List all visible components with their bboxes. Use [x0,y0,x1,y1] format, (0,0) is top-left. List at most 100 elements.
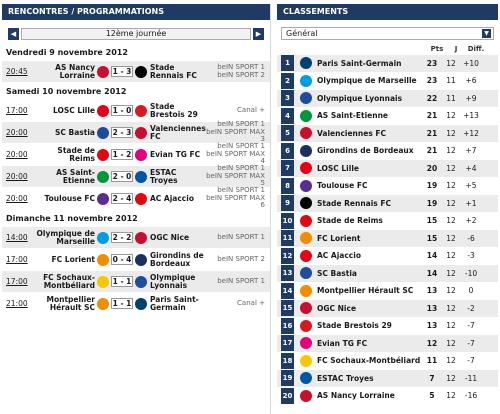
standings-row[interactable]: 11 FC Lorient 15 12 -6 [277,230,498,248]
prev-round-button[interactable]: ◀ [8,28,19,40]
team-name[interactable]: SC Bastia [317,268,357,278]
team-name[interactable]: Stade Rennais FC [317,198,391,208]
chevron-down-icon[interactable]: ▼ [482,29,491,38]
team-name[interactable]: AS Saint-Etienne [317,111,389,121]
score-value[interactable]: 2 - 2 [110,232,134,243]
team-name[interactable]: Valenciennes FC [317,128,387,138]
standings-row[interactable]: 9 Stade Rennais FC 19 12 +1 [277,195,498,213]
team-name[interactable]: Olympique de Marseille [317,76,417,86]
score-value[interactable]: 0 - 4 [110,254,134,265]
team-name[interactable]: FC Sochaux-Montbéliard [317,356,421,366]
match-row[interactable]: 17:00 LOSC Lille 1 - 0 Stade Brestois 29 Can… [2,100,270,122]
match-time[interactable]: 20:00 [6,172,28,181]
team-name[interactable]: AC Ajaccio [317,251,361,261]
standings-row[interactable]: 6 Girondins de Bordeaux 21 12 +7 [277,142,498,160]
standings-row[interactable]: 3 Olympique Lyonnais 22 11 +9 [277,90,498,108]
score-value[interactable]: 1 - 1 [110,276,134,287]
score-value[interactable]: 1 - 3 [110,66,134,77]
away-team[interactable]: ESTAC Troyes [150,167,178,185]
score-value[interactable]: 2 - 3 [110,127,134,138]
match-score[interactable]: 1 - 2 [109,149,135,160]
home-team[interactable]: Olympique de Marseille [36,228,95,246]
match-time[interactable]: 21:00 [6,299,28,308]
match-row[interactable]: 14:00 Olympique de Marseille 2 - 2 OGC Nice… [2,227,270,249]
away-team[interactable]: AC Ajaccio [150,193,194,203]
score-value[interactable]: 2 - 4 [110,193,134,204]
match-time[interactable]: 20:45 [6,67,28,76]
away-team[interactable]: Evian TG FC [150,149,201,159]
match-score[interactable]: 1 - 0 [109,105,135,116]
team-name[interactable]: Stade de Reims [317,216,383,226]
home-team[interactable]: SC Bastia [55,127,95,137]
match-score[interactable]: 2 - 3 [109,127,135,138]
standings-row[interactable]: 19 ESTAC Troyes 7 12 -11 [277,370,498,388]
team-name[interactable]: Girondins de Bordeaux [317,146,414,156]
team-name[interactable]: ESTAC Troyes [317,373,374,383]
match-row[interactable]: 21:00 Montpellier Hérault SC 1 - 1 Paris Sa… [2,293,270,315]
match-score[interactable]: 1 - 3 [109,66,135,77]
match-time[interactable]: 17:00 [6,277,28,286]
team-name[interactable]: Toulouse FC [317,181,368,191]
match-score[interactable]: 0 - 4 [109,254,135,265]
standings-row[interactable]: 14 Montpellier Hérault SC 13 12 0 [277,282,498,300]
next-round-button[interactable]: ▶ [253,28,264,40]
match-score[interactable]: 2 - 0 [109,171,135,182]
match-row[interactable]: 20:00 Stade de Reims 1 - 2 Evian TG FC beIN … [2,143,270,166]
home-team[interactable]: AS Saint-Etienne [56,167,95,185]
match-score[interactable]: 1 - 1 [109,298,135,309]
match-time[interactable]: 17:00 [6,106,28,115]
team-name[interactable]: Olympique Lyonnais [317,93,403,103]
standings-row[interactable]: 16 Stade Brestois 29 13 12 -7 [277,317,498,335]
match-time[interactable]: 14:00 [6,233,28,242]
standings-row[interactable]: 12 AC Ajaccio 14 12 -3 [277,247,498,265]
match-row[interactable]: 17:00 FC Lorient 0 - 4 Girondins de Bordeau… [2,249,270,271]
standings-row[interactable]: 18 FC Sochaux-Montbéliard 11 12 -7 [277,352,498,370]
match-score[interactable]: 2 - 2 [109,232,135,243]
score-value[interactable]: 1 - 1 [110,298,134,309]
match-time[interactable]: 17:00 [6,255,28,264]
away-team[interactable]: Valenciennes FC [150,123,206,141]
away-team[interactable]: OGC Nice [150,232,190,242]
score-value[interactable]: 1 - 2 [110,149,134,160]
match-score[interactable]: 2 - 4 [109,193,135,204]
away-team[interactable]: Stade Brestois 29 [150,101,198,119]
standings-row[interactable]: 1 Paris Saint-Germain 23 12 +10 [277,55,498,73]
standings-row[interactable]: 8 Toulouse FC 19 12 +5 [277,177,498,195]
standings-row[interactable]: 4 AS Saint-Etienne 21 12 +13 [277,107,498,125]
standings-row[interactable]: 2 Olympique de Marseille 23 11 +6 [277,72,498,90]
home-team[interactable]: Montpellier Hérault SC [46,294,96,312]
home-team[interactable]: FC Sochaux-Montbéliard [43,272,95,290]
match-time[interactable]: 20:00 [6,128,28,137]
match-score[interactable]: 1 - 1 [109,276,135,287]
standings-row[interactable]: 13 SC Bastia 14 12 -10 [277,265,498,283]
home-team[interactable]: FC Lorient [51,254,95,264]
standings-row[interactable]: 7 LOSC Lille 20 12 +4 [277,160,498,178]
team-name[interactable]: Evian TG FC [317,338,368,348]
match-row[interactable]: 20:00 AS Saint-Etienne 2 - 0 ESTAC Troyes be… [2,165,270,188]
match-time[interactable]: 20:00 [6,194,28,203]
away-team[interactable]: Olympique Lyonnais [150,272,196,290]
team-name[interactable]: FC Lorient [317,233,361,243]
standings-row[interactable]: 17 Evian TG FC 12 12 -7 [277,335,498,353]
home-team[interactable]: AS Nancy Lorraine [55,62,95,80]
match-time[interactable]: 20:00 [6,150,28,159]
standings-row[interactable]: 20 AS Nancy Lorraine 5 12 -16 [277,387,498,405]
standings-row[interactable]: 15 OGC Nice 13 12 -2 [277,300,498,318]
standings-row[interactable]: 10 Stade de Reims 15 12 +2 [277,212,498,230]
team-name[interactable]: Paris Saint-Germain [317,58,402,68]
standings-type-select[interactable]: Général ▼ [281,27,494,40]
match-row[interactable]: 17:00 FC Sochaux-Montbéliard 1 - 1 Olympiqu… [2,271,270,293]
match-row[interactable]: 20:00 Toulouse FC 2 - 4 AC Ajaccio beIN SPOR… [2,187,270,210]
team-name[interactable]: OGC Nice [317,303,357,313]
match-row[interactable]: 20:00 SC Bastia 2 - 3 Valenciennes FC beIN S… [2,121,270,144]
away-team[interactable]: Stade Rennais FC [150,62,197,80]
away-team[interactable]: Paris Saint-Germain [150,294,199,312]
team-name[interactable]: Montpellier Hérault SC [317,286,414,296]
home-team[interactable]: Toulouse FC [44,193,95,203]
team-name[interactable]: Stade Brestois 29 [317,321,392,331]
team-name[interactable]: LOSC Lille [317,163,359,173]
match-row[interactable]: 20:45 AS Nancy Lorraine 1 - 3 Stade Rennais… [2,61,270,83]
score-value[interactable]: 1 - 0 [110,105,134,116]
team-name[interactable]: AS Nancy Lorraine [317,391,395,401]
standings-row[interactable]: 5 Valenciennes FC 21 12 +12 [277,125,498,143]
